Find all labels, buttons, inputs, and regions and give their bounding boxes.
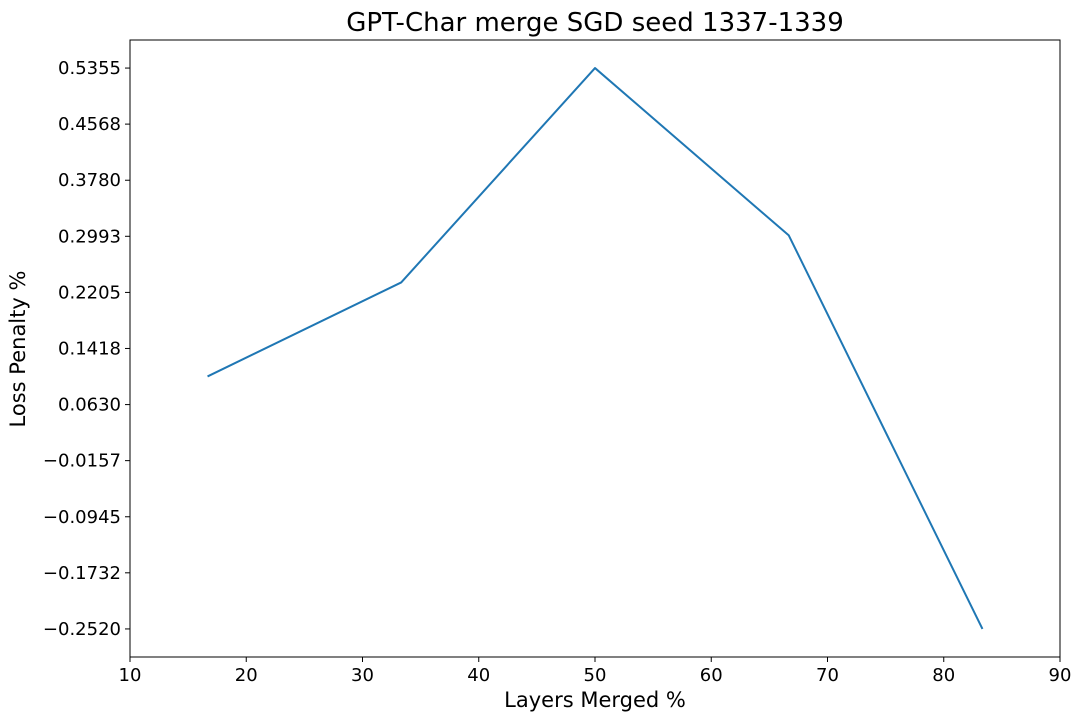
series-line bbox=[207, 67, 984, 630]
y-tick-label: 0.3780 bbox=[58, 170, 121, 191]
y-axis-label: Loss Penalty % bbox=[6, 271, 30, 428]
y-tick-label: 0.2993 bbox=[58, 226, 121, 247]
x-tick-label: 80 bbox=[932, 665, 955, 686]
x-tick-label: 90 bbox=[1049, 665, 1072, 686]
y-tick-label: 0.4568 bbox=[58, 114, 121, 135]
y-tick-label: 0.5355 bbox=[58, 58, 121, 79]
x-tick-label: 40 bbox=[467, 665, 490, 686]
y-tick-label: −0.0157 bbox=[43, 451, 121, 472]
x-axis: 10 20 30 40 50 60 70 80 90 bbox=[119, 657, 1072, 686]
y-tick-label: 0.2205 bbox=[58, 282, 121, 303]
y-tick-label: −0.0945 bbox=[43, 507, 121, 528]
chart-title: GPT-Char merge SGD seed 1337-1339 bbox=[346, 8, 844, 38]
plot-frame bbox=[129, 39, 1061, 658]
x-tick-label: 10 bbox=[119, 665, 142, 686]
x-tick-label: 20 bbox=[235, 665, 258, 686]
x-axis-label: Layers Merged % bbox=[504, 688, 686, 712]
x-tick-label: 60 bbox=[700, 665, 723, 686]
x-tick-label: 50 bbox=[584, 665, 607, 686]
y-tick-label: 0.1418 bbox=[58, 338, 121, 359]
plot-area bbox=[129, 39, 1061, 658]
x-tick-label: 70 bbox=[816, 665, 839, 686]
y-axis: −0.2520 −0.1732 −0.0945 −0.0157 0.0630 0.1418… bbox=[43, 58, 130, 640]
x-tick-label: 30 bbox=[351, 665, 374, 686]
y-tick-label: 0.0630 bbox=[58, 395, 121, 416]
y-tick-label: −0.1732 bbox=[43, 563, 121, 584]
y-tick-label: −0.2520 bbox=[43, 619, 121, 640]
